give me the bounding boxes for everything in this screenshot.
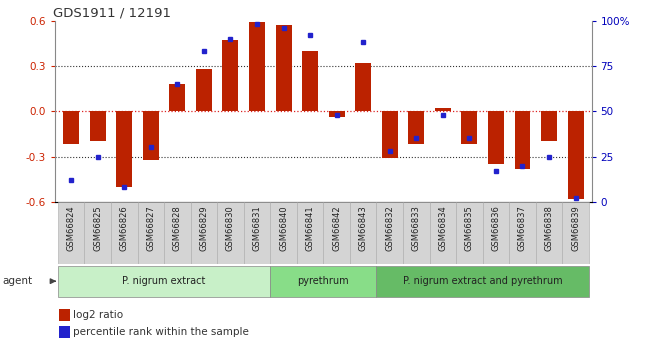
Bar xyxy=(302,51,318,111)
Bar xyxy=(483,202,509,264)
Text: GSM66835: GSM66835 xyxy=(465,205,474,251)
Bar xyxy=(350,202,376,264)
Bar xyxy=(116,111,132,187)
Text: pyrethrum: pyrethrum xyxy=(298,276,349,286)
Bar xyxy=(222,40,239,111)
Bar xyxy=(58,202,84,264)
Bar xyxy=(297,202,324,264)
Text: P. nigrum extract and pyrethrum: P. nigrum extract and pyrethrum xyxy=(403,276,562,286)
Bar xyxy=(515,111,530,169)
Text: GSM66827: GSM66827 xyxy=(146,205,155,251)
Bar xyxy=(536,202,562,264)
Bar xyxy=(196,69,212,111)
Text: GSM66842: GSM66842 xyxy=(332,205,341,250)
Text: GSM66826: GSM66826 xyxy=(120,205,129,251)
Text: GSM66831: GSM66831 xyxy=(252,205,261,251)
Text: GSM66839: GSM66839 xyxy=(571,205,580,251)
Bar xyxy=(111,202,138,264)
Bar xyxy=(270,202,297,264)
Bar xyxy=(456,202,483,264)
Bar xyxy=(270,266,376,297)
Bar xyxy=(138,202,164,264)
Bar xyxy=(562,202,589,264)
Text: GSM66828: GSM66828 xyxy=(173,205,182,251)
Bar xyxy=(376,202,403,264)
Bar xyxy=(462,111,477,145)
Bar xyxy=(276,25,291,111)
Bar xyxy=(63,111,79,145)
Text: GSM66830: GSM66830 xyxy=(226,205,235,251)
Bar xyxy=(170,84,185,111)
Bar xyxy=(408,111,424,145)
Bar xyxy=(217,202,244,264)
Bar xyxy=(84,202,111,264)
Text: P. nigrum extract: P. nigrum extract xyxy=(122,276,206,286)
Text: log2 ratio: log2 ratio xyxy=(73,310,124,319)
Text: GSM66841: GSM66841 xyxy=(306,205,315,250)
Bar xyxy=(541,111,557,141)
Text: agent: agent xyxy=(2,276,32,286)
Text: GSM66843: GSM66843 xyxy=(359,205,368,251)
Text: GDS1911 / 12191: GDS1911 / 12191 xyxy=(53,7,170,20)
Bar xyxy=(329,111,344,117)
Text: GSM66829: GSM66829 xyxy=(200,205,209,250)
Bar xyxy=(567,111,584,199)
Bar xyxy=(403,202,430,264)
Text: GSM66834: GSM66834 xyxy=(438,205,447,251)
Text: GSM66838: GSM66838 xyxy=(545,205,554,251)
Bar xyxy=(435,108,451,111)
Text: percentile rank within the sample: percentile rank within the sample xyxy=(73,327,250,337)
Bar xyxy=(244,202,270,264)
Bar xyxy=(488,111,504,164)
Text: GSM66840: GSM66840 xyxy=(279,205,288,250)
Bar xyxy=(58,266,270,297)
Text: GSM66832: GSM66832 xyxy=(385,205,395,251)
Bar xyxy=(509,202,536,264)
Text: GSM66836: GSM66836 xyxy=(491,205,500,251)
Bar xyxy=(382,111,398,158)
Bar xyxy=(90,111,106,141)
Text: GSM66824: GSM66824 xyxy=(67,205,75,250)
Text: GSM66833: GSM66833 xyxy=(412,205,421,251)
Bar xyxy=(164,202,190,264)
Bar xyxy=(143,111,159,159)
Bar xyxy=(324,202,350,264)
Bar xyxy=(356,63,371,111)
Bar xyxy=(430,202,456,264)
Bar xyxy=(249,22,265,111)
Text: GSM66837: GSM66837 xyxy=(518,205,527,251)
Bar xyxy=(376,266,589,297)
Text: GSM66825: GSM66825 xyxy=(93,205,102,250)
Bar xyxy=(190,202,217,264)
